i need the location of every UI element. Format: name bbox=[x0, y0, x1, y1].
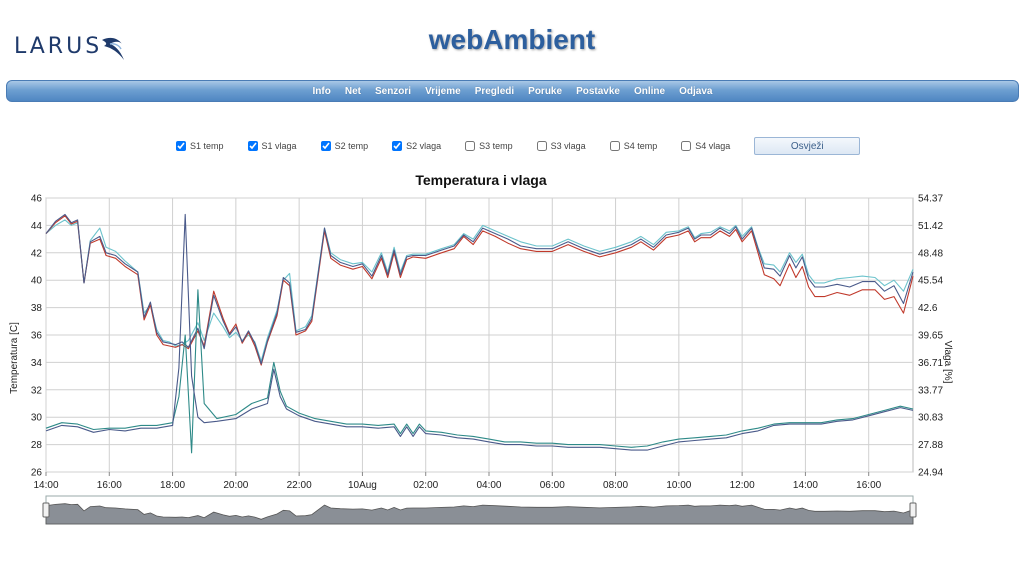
y-right-tick-label: 30.83 bbox=[918, 413, 943, 424]
y-tick-label: 44 bbox=[31, 221, 43, 232]
y-right-tick-label: 45.54 bbox=[918, 276, 943, 287]
checkbox-s2-temp-input[interactable] bbox=[320, 141, 331, 151]
series-line-s2-vlaga-low- bbox=[45, 289, 914, 454]
series-line-s1-temp bbox=[45, 215, 914, 366]
y-right-tick-label: 51.42 bbox=[918, 221, 943, 232]
x-tick-label: 22:00 bbox=[287, 480, 312, 491]
y-tick-label: 46 bbox=[31, 194, 43, 205]
navigator-left-handle[interactable] bbox=[42, 502, 50, 518]
x-tick-label: 04:00 bbox=[476, 480, 501, 491]
checkbox-label: S1 vlaga bbox=[261, 141, 297, 151]
checkbox-s3-temp-input[interactable] bbox=[465, 141, 476, 151]
checkbox-s3-temp[interactable]: S3 temp bbox=[465, 141, 513, 151]
x-tick-label: 16:00 bbox=[856, 480, 881, 491]
larus-logo: LARUS bbox=[14, 30, 126, 62]
nav-vrijeme[interactable]: Vrijeme bbox=[425, 85, 461, 97]
nav-info[interactable]: Info bbox=[312, 85, 331, 97]
chart-title: Temperatura i vlaga bbox=[415, 172, 546, 188]
y-right-tick-label: 39.65 bbox=[918, 331, 943, 342]
x-tick-label: 10Aug bbox=[348, 480, 377, 491]
checkbox-s2-vlaga-input[interactable] bbox=[392, 141, 403, 151]
checkbox-s1-vlaga-input[interactable] bbox=[247, 141, 258, 151]
x-tick-label: 20:00 bbox=[223, 480, 248, 491]
checkbox-s4-vlaga-input[interactable] bbox=[681, 141, 692, 151]
x-tick-label: 10:00 bbox=[666, 480, 691, 491]
y-tick-label: 38 bbox=[31, 303, 43, 314]
x-tick-label: 18:00 bbox=[160, 480, 185, 491]
checkbox-s2-temp[interactable]: S2 temp bbox=[320, 141, 369, 151]
y-tick-label: 28 bbox=[31, 440, 43, 451]
series-controls: S1 temp S1 vlaga S2 temp S2 vlaga S3 tem… bbox=[176, 137, 861, 155]
x-tick-label: 12:00 bbox=[730, 480, 755, 491]
checkbox-label: S4 temp bbox=[623, 141, 658, 151]
chart-series bbox=[45, 213, 914, 454]
series-line-s1-vlaga bbox=[45, 213, 914, 365]
y-tick-label: 36 bbox=[31, 331, 43, 342]
bird-wing-icon bbox=[102, 37, 125, 60]
refresh-button[interactable]: Osvježi bbox=[754, 137, 861, 155]
logo-text: LARUS bbox=[14, 33, 103, 59]
x-tick-label: 02:00 bbox=[413, 480, 438, 491]
checkbox-s3-vlaga-input[interactable] bbox=[536, 141, 547, 151]
checkbox-s1-temp-input[interactable] bbox=[176, 141, 186, 151]
y-right-tick-label: 24.94 bbox=[918, 468, 943, 479]
y-tick-label: 34 bbox=[31, 358, 43, 369]
x-tick-label: 16:00 bbox=[97, 480, 122, 491]
y-axis-label: Temperatura [C] bbox=[9, 322, 20, 394]
y-right-tick-label: 54.37 bbox=[918, 194, 943, 205]
nav-poruke[interactable]: Poruke bbox=[528, 85, 563, 97]
x-tick-label: 08:00 bbox=[603, 480, 628, 491]
checkbox-s4-vlaga[interactable]: S4 vlaga bbox=[681, 141, 730, 151]
checkbox-label: S3 vlaga bbox=[550, 141, 586, 151]
app-title: webAmbient bbox=[428, 24, 596, 55]
checkbox-label: S3 temp bbox=[479, 141, 513, 151]
y-tick-label: 40 bbox=[31, 276, 43, 287]
y-tick-label: 26 bbox=[31, 468, 43, 479]
y-tick-label: 42 bbox=[31, 248, 43, 259]
chart-grid bbox=[45, 197, 914, 473]
navigator-area bbox=[45, 503, 914, 525]
nav-odjava[interactable]: Odjava bbox=[679, 85, 713, 97]
navigator-right-handle[interactable] bbox=[909, 502, 917, 518]
y-tick-label: 30 bbox=[31, 413, 43, 424]
y-right-tick-label: 36.71 bbox=[918, 358, 943, 369]
y-right-tick-label: 33.77 bbox=[918, 385, 943, 396]
y-right-tick-label: 48.48 bbox=[918, 248, 943, 259]
x-tick-label: 14:00 bbox=[33, 480, 58, 491]
y-axis-right-label: Vlaga [%] bbox=[942, 341, 953, 384]
y-tick-label: 32 bbox=[31, 385, 43, 396]
checkbox-s4-temp[interactable]: S4 temp bbox=[609, 141, 658, 151]
nav-online[interactable]: Online bbox=[633, 85, 666, 97]
checkbox-label: S2 vlaga bbox=[406, 141, 442, 151]
nav-senzori[interactable]: Senzori bbox=[374, 85, 412, 97]
checkbox-label: S4 vlaga bbox=[695, 141, 731, 151]
nav-net[interactable]: Net bbox=[344, 85, 361, 97]
checkbox-s3-vlaga[interactable]: S3 vlaga bbox=[536, 141, 586, 151]
y-right-tick-label: 27.88 bbox=[918, 440, 943, 451]
chart-axes: 26 24.94 28 27.88 30 30.83 32 33.77 34 36.71 36 39.… bbox=[31, 194, 944, 492]
range-navigator[interactable] bbox=[42, 495, 917, 525]
series-line-s2-vlaga bbox=[45, 219, 914, 362]
checkbox-s1-vlaga[interactable]: S1 vlaga bbox=[247, 141, 297, 151]
nav-pregledi[interactable]: Pregledi bbox=[474, 85, 515, 97]
nav-postavke[interactable]: Postavke bbox=[576, 85, 620, 97]
y-right-tick-label: 42.6 bbox=[918, 303, 938, 314]
main-navbar: Info Net Senzori Vrijeme Pregledi Poruke… bbox=[6, 80, 1019, 102]
x-tick-label: 14:00 bbox=[793, 480, 818, 491]
series-line-s2-temp bbox=[45, 213, 914, 451]
checkbox-s1-temp[interactable]: S1 temp bbox=[176, 141, 224, 151]
checkbox-s2-vlaga[interactable]: S2 vlaga bbox=[392, 141, 441, 151]
x-tick-label: 06:00 bbox=[540, 480, 565, 491]
checkbox-label: S1 temp bbox=[190, 141, 224, 151]
checkbox-s4-temp-input[interactable] bbox=[609, 141, 620, 151]
checkbox-label: S2 temp bbox=[334, 141, 369, 151]
